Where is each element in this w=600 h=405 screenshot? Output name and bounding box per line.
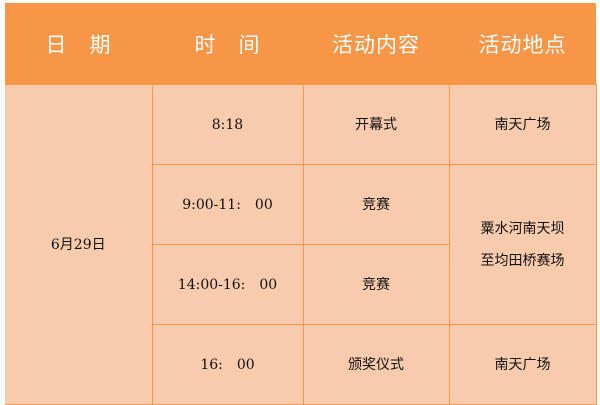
- time-cell: 14:00-16: 00: [151, 244, 304, 325]
- header-row: 日 期 时 间 活动内容 活动地点: [5, 3, 596, 85]
- table-row: 9:00-11: 00 竞赛 粟水河南天坝 至均田桥赛场: [5, 164, 597, 325]
- time-cell: 9:00-11: 00: [151, 164, 304, 245]
- location-cell: 南天广场: [448, 84, 597, 165]
- location-cell: 南天广场: [448, 324, 597, 405]
- location-line: 粟水河南天坝: [480, 220, 565, 237]
- table-row: 16: 00 颁奖仪式 南天广场: [5, 324, 597, 405]
- header-location: 活动地点: [449, 3, 596, 85]
- header-time: 时 间: [152, 3, 303, 85]
- header-date: 日 期: [5, 3, 152, 85]
- activity-cell: 开幕式: [302, 84, 450, 165]
- time-cell: 8:18: [151, 84, 304, 165]
- schedule-table: 日 期 时 间 活动内容 活动地点 6月29日 8:18 开幕式 南天广场 9:…: [5, 3, 597, 405]
- header-activity: 活动内容: [303, 3, 449, 85]
- activity-cell: 竞赛: [302, 164, 450, 245]
- location-cell: 粟水河南天坝 至均田桥赛场: [448, 164, 597, 325]
- table-row: 6月29日 8:18 开幕式 南天广场: [5, 84, 597, 405]
- activity-cell: 竞赛: [302, 244, 450, 325]
- location-line: 至均田桥赛场: [480, 252, 565, 269]
- date-cell: 6月29日: [5, 84, 153, 405]
- activity-cell: 颁奖仪式: [302, 324, 450, 405]
- time-cell: 16: 00: [151, 324, 304, 405]
- table-row: 14:00-16: 00 竞赛: [5, 244, 596, 325]
